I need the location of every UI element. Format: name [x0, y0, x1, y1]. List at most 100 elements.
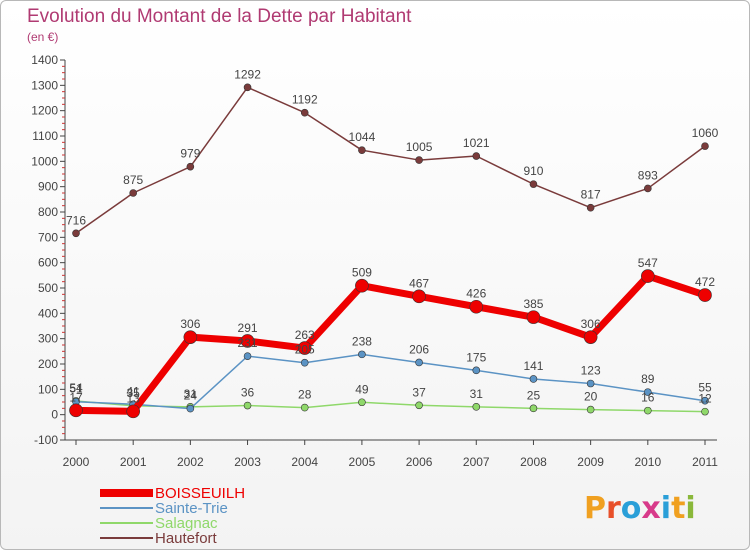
data-point — [297, 341, 312, 355]
series-line — [75, 353, 706, 410]
data-point — [641, 269, 655, 283]
data-point — [129, 189, 137, 197]
data-point — [412, 289, 426, 304]
data-label: 1021 — [463, 136, 490, 150]
data-point — [529, 180, 538, 188]
y-tick-label: 400 — [38, 306, 58, 320]
data-label: 206 — [409, 342, 429, 356]
x-tick-label: 2002 — [177, 455, 204, 469]
data-point — [583, 330, 598, 344]
y-tick-label: 1200 — [31, 104, 58, 118]
data-point — [644, 406, 652, 415]
data-point — [586, 379, 595, 388]
data-point — [186, 404, 195, 413]
chart-title: Evolution du Montant de la Dette par Hab… — [27, 6, 412, 27]
data-label: 20 — [584, 390, 598, 404]
legend-label: BOISSEUILH — [155, 485, 245, 502]
data-label: 547 — [638, 256, 658, 270]
series-line — [75, 86, 706, 234]
data-point — [126, 404, 140, 419]
data-label: 509 — [352, 266, 372, 280]
y-tick-label: 1300 — [31, 78, 58, 92]
data-point — [243, 83, 252, 92]
data-point — [243, 352, 252, 360]
data-label: 306 — [581, 317, 601, 331]
x-tick-label: 2004 — [291, 455, 318, 469]
y-tick-label: 800 — [38, 205, 58, 219]
data-label: 28 — [298, 388, 312, 402]
data-point — [186, 162, 195, 171]
data-label: 51 — [69, 382, 83, 396]
data-label: 13 — [127, 391, 141, 405]
data-point — [529, 404, 538, 413]
data-point — [644, 388, 652, 396]
logo-letter: P — [584, 491, 606, 526]
data-label: 123 — [581, 364, 601, 378]
data-point — [243, 401, 252, 410]
data-label: 231 — [238, 336, 258, 350]
data-label: 12 — [698, 392, 712, 406]
data-label: 875 — [123, 173, 143, 187]
data-label: 54 — [69, 381, 83, 395]
logo-letter: r — [606, 491, 621, 526]
data-label: 175 — [466, 350, 486, 364]
data-label: 55 — [698, 381, 712, 395]
data-label: 467 — [409, 276, 429, 290]
data-point — [469, 299, 484, 314]
data-label: 25 — [527, 388, 541, 402]
data-label: 263 — [295, 328, 315, 342]
data-label: 36 — [241, 386, 255, 400]
y-tick-label: 1000 — [31, 154, 58, 168]
data-label: 89 — [641, 372, 655, 386]
data-point — [183, 330, 198, 344]
data-label: 1005 — [406, 140, 433, 154]
data-label: 910 — [523, 164, 543, 178]
y-axis-ticks: -100 0 100 200 300 400 500 600 700 800 900 1000 1100… — [31, 53, 65, 447]
data-point — [358, 350, 366, 359]
y-tick-label: 1400 — [31, 53, 58, 67]
data-label: 238 — [352, 334, 372, 348]
data-label: 205 — [295, 343, 315, 357]
logo-letter: i — [685, 491, 695, 526]
data-point — [355, 278, 369, 293]
y-tick-label: 700 — [38, 230, 58, 244]
data-point — [586, 203, 595, 212]
data-label: 817 — [581, 188, 601, 202]
data-point — [300, 403, 309, 412]
series-hautefort — [72, 83, 709, 238]
x-tick-label: 2007 — [463, 455, 490, 469]
data-label: 141 — [523, 359, 543, 373]
x-tick-label: 2006 — [406, 455, 433, 469]
data-point — [240, 334, 255, 348]
data-point — [300, 358, 309, 367]
y-tick-label: 600 — [38, 256, 58, 270]
chart-subtitle: (en €) — [27, 30, 58, 44]
data-label: 49 — [355, 382, 369, 396]
x-tick-label: 2000 — [63, 455, 90, 469]
proxiti-logo: Proxiti — [584, 491, 696, 526]
data-point — [701, 407, 709, 416]
data-label: 1044 — [349, 130, 376, 144]
data-label: 979 — [180, 147, 200, 161]
x-tick-label: 2005 — [349, 455, 376, 469]
y-tick-label: 900 — [38, 180, 58, 194]
y-tick-label: 300 — [38, 332, 58, 346]
data-label: 24 — [184, 389, 198, 403]
data-point — [472, 152, 481, 160]
data-point — [472, 366, 481, 375]
data-label: 41 — [127, 384, 141, 398]
data-point — [701, 396, 709, 405]
series-line — [75, 400, 706, 413]
data-point — [586, 405, 595, 414]
data-label: 1292 — [234, 67, 261, 81]
y-tick-label: 100 — [38, 382, 58, 396]
data-labels: 716 875 979 1292 1192 1044 1005 1021 910 817 893 10… — [66, 67, 719, 405]
data-point — [358, 398, 366, 407]
y-tick-label: 0 — [51, 408, 58, 422]
logo-letter: t — [671, 491, 685, 526]
logo-letter: i — [661, 491, 671, 526]
data-label: 385 — [523, 297, 543, 311]
data-point — [358, 146, 366, 154]
